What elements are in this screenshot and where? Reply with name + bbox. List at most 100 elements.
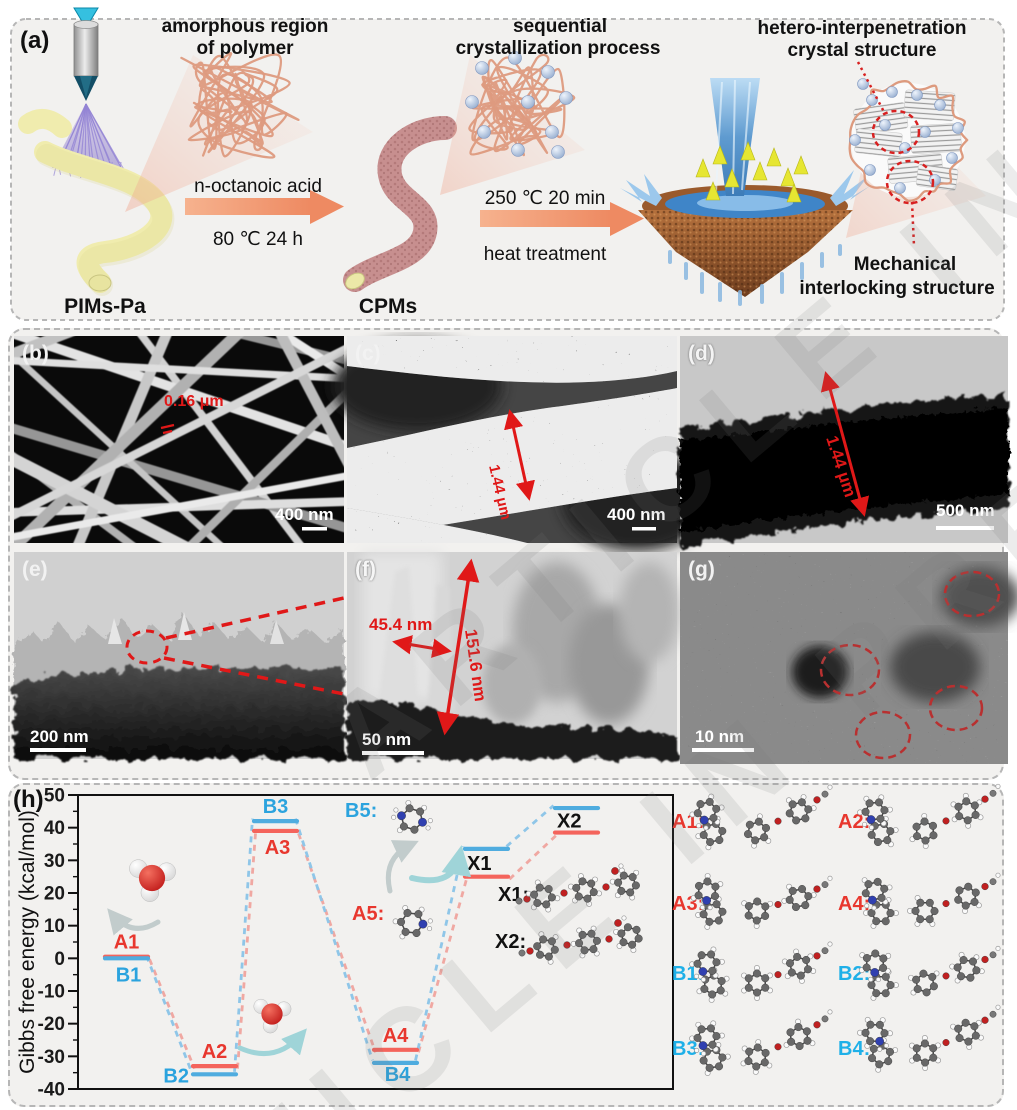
panel-e-tem: (e) 200 nm [14,552,345,759]
molecule-A4 [861,872,1001,929]
crystal-domain-circles [819,570,1001,760]
d-letter: (d) [688,342,715,365]
leader-line-top [856,61,886,113]
b5-label: B5: [345,800,377,822]
arrow1-bottom-label: 80 ℃ 24 h [213,229,303,250]
panel-h-letter: (h) [13,786,44,813]
x2-mol-label: X2: [495,931,526,953]
hetero-title-2: crystal structure [788,40,937,61]
spinneret-nozzle-icon [73,7,99,101]
f-scale-bar [362,751,424,755]
svg-text:0: 0 [54,949,65,970]
panel-d-tem: 1.44 μm (d) 500 nm [680,336,1008,548]
panel-a-scheme: (a) PIMs-Pa amorphous region of polymer [10,7,1005,321]
f-measure-w: 45.4 nm [369,615,432,634]
water-drips [668,244,842,306]
interlock-circle [885,159,935,205]
grid-label-B3: B3: [672,1038,704,1060]
grid-label-A2: A2: [838,811,870,833]
grid-label-B1: B1: [672,963,704,985]
d-measure-arrow [820,371,870,517]
yellow-debris [695,141,809,203]
molecule-B4 [857,1004,1001,1073]
molecule-A1 [689,784,833,851]
arrow1-top-label: n-octanoic acid [194,176,322,197]
grid-label-B4: B4: [838,1038,870,1060]
panel-b-sem: 0.16 μm (b) 400 nm [14,336,344,543]
svg-text:10: 10 [44,916,65,937]
svg-text:B1: B1 [116,964,142,986]
b-scale-text: 400 nm [275,505,334,524]
svg-text:B4: B4 [385,1064,411,1086]
hetero-title-1: hetero-interpenetration [757,18,966,39]
f-height-arrow [436,558,480,736]
e-letter: (e) [22,558,48,581]
energy-level-labels: A1 A2 A3 A4 X1 X2 B1 B2 B3 B4 [114,796,582,1087]
c-letter: (c) [355,342,381,365]
amorphous-title-1: amorphous region [162,16,329,37]
svg-text:30: 30 [44,851,65,872]
pims-fiber [18,108,175,296]
b-scale-bar [302,527,327,531]
g-scale-bar [692,748,754,752]
f-scale-text: 50 nm [362,730,411,749]
e-zoom-line-top [165,596,345,640]
gibbs-energy-chart: 50 40 30 20 10 0 -10 -20 -30 -40 A1 A2 A3 A4 X1 X2 B1 B2… [38,786,674,1101]
d-scale-bar [936,526,994,530]
y-axis: 50 40 30 20 10 0 -10 -20 -30 -40 [38,786,78,1101]
crystal-structure-diagram [848,78,969,202]
sequential-title-1: sequential [513,16,607,37]
svg-text:-20: -20 [38,1014,65,1035]
energy-levels [102,805,601,1077]
molecule-B2 [858,945,1001,1001]
panel-c-sem: 1.44 μm (c) 400 nm [332,336,712,551]
smooth-nanofibers [14,336,344,543]
svg-text:-10: -10 [38,982,65,1003]
molecule-B1 [689,941,833,1003]
svg-text:40: 40 [44,818,65,839]
leader-line-bottom [910,201,916,247]
chart-plot-area [78,795,673,1089]
f-letter: (f) [355,558,376,581]
g-scale-text: 10 nm [695,727,744,746]
arrow2-bottom-label: heat treatment [484,244,607,265]
e-scale-bar [30,748,86,752]
svg-text:B2: B2 [163,1065,189,1087]
panel-a-letter: (a) [20,27,49,54]
svg-text:20: 20 [44,884,65,905]
water-jet-impact [620,78,870,306]
sequential-title-2: crystallization process [456,38,661,59]
e-zoom-line-bottom [163,656,345,696]
panel-f-tem: 45.4 nm 151.6 nm (f) 50 nm [347,552,679,759]
svg-text:-40: -40 [38,1080,65,1101]
g-letter: (g) [688,558,715,581]
svg-text:A1: A1 [114,932,140,954]
cpms-label: CPMs [359,295,417,318]
svg-text:X1: X1 [467,853,491,875]
process-arrow-2 [480,202,644,236]
c-scale-text: 400 nm [607,505,666,524]
grid-label-A4: A4: [838,893,870,915]
fiber-base-dark [347,701,677,759]
molecule-A3 [690,873,833,930]
reaction-path-connectors [145,804,558,1073]
svg-text:A4: A4 [383,1025,409,1047]
a5-label: A5: [352,903,384,925]
e-highlight-circle [125,629,169,665]
svg-text:A2: A2 [202,1041,228,1063]
b-letter: (b) [22,342,49,365]
svg-text:A3: A3 [265,837,291,859]
fiber-body-dark [14,667,344,759]
molecule-B3 [689,1009,833,1076]
x1-mol-label: X1: [498,884,529,906]
svg-text:-30: -30 [38,1047,65,1068]
b-measure-tick [160,423,175,435]
panel-g-hrtem: (g) 10 nm [680,552,1017,764]
hetero-crystal-circle [871,109,921,155]
amorphous-title-2: of polymer [196,38,294,59]
chart-frame [77,794,674,1090]
pims-label: PIMs-Pa [64,295,146,318]
arrow2-top-label: 250 ℃ 20 min [485,188,606,209]
svg-text:X2: X2 [557,810,581,832]
